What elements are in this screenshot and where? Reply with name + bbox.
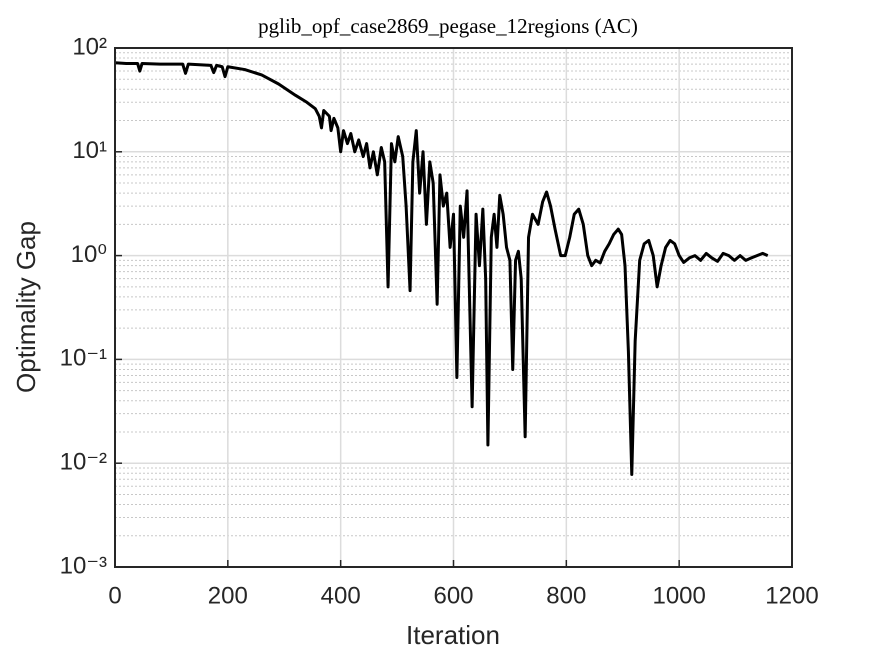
ticks: 10⁻³ 10⁻² 10⁻¹ 10⁰ 10¹ 10² 0 200 400 600 800 1000 12… <box>60 33 819 609</box>
y-tick-label: 10¹ <box>72 137 107 164</box>
y-tick-label: 10⁻² <box>60 449 107 476</box>
grid <box>114 47 793 568</box>
y-tick-label: 10⁰ <box>71 241 107 268</box>
chart-title: pglib_opf_case2869_pegase_12regions (AC) <box>258 14 638 38</box>
y-axis-label: Optimality Gap <box>11 221 41 393</box>
y-tick-label: 10⁻¹ <box>60 345 107 372</box>
x-tick-label: 1200 <box>765 582 818 609</box>
y-tick-label: 10² <box>72 33 107 60</box>
data-line <box>114 61 769 476</box>
x-tick-label: 200 <box>208 582 248 609</box>
x-tick-label: 1000 <box>652 582 705 609</box>
x-axis-label: Iteration <box>406 620 500 650</box>
x-tick-label: 400 <box>321 582 361 609</box>
x-tick-label: 800 <box>546 582 586 609</box>
x-tick-label: 0 <box>108 582 121 609</box>
marks <box>114 61 769 476</box>
y-tick-label: 10⁻³ <box>60 552 107 579</box>
x-tick-label: 600 <box>433 582 473 609</box>
